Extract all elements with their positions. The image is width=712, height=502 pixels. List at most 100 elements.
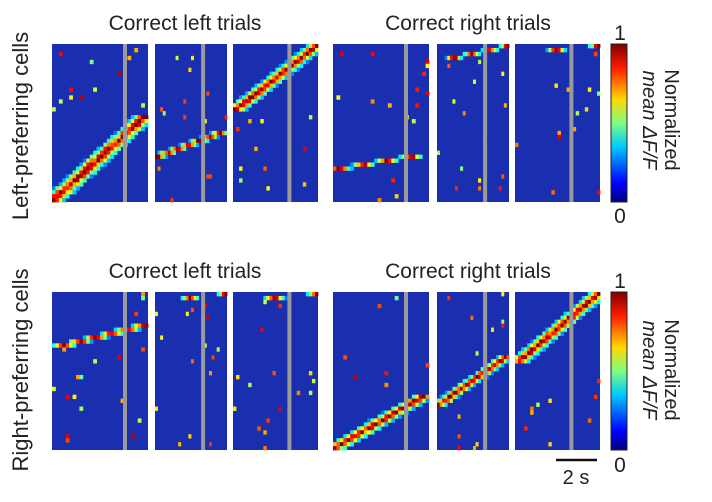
heatmap-cell: [251, 87, 255, 92]
heatmap-cell: [554, 83, 558, 88]
heatmap-cell: [491, 363, 494, 368]
heatmap-cell: [442, 402, 446, 407]
heatmap-cell: [518, 359, 522, 364]
heatmap-cell: [560, 47, 564, 53]
heatmap-cell: [548, 335, 552, 340]
heatmap-cell: [120, 398, 125, 403]
heatmap-cell: [183, 115, 187, 120]
heatmap-cell: [308, 390, 313, 396]
heatmap-cell: [191, 359, 194, 364]
heatmap-cell: [593, 44, 598, 49]
heatmap-cell: [377, 422, 382, 427]
heatmap-cell: [360, 426, 365, 431]
heatmap-cell: [394, 406, 399, 411]
event-marker-line: [569, 292, 574, 450]
heatmap-cell: [455, 394, 458, 400]
heatmap-cell: [398, 402, 402, 407]
heatmap-cell: [191, 307, 194, 313]
heatmap-cell: [155, 311, 158, 317]
heatmap-cell: [408, 406, 413, 411]
heatmap-cell: [269, 75, 273, 80]
heatmap-cell: [236, 107, 240, 112]
heatmap-cell: [216, 130, 220, 136]
heatmap-cell: [69, 182, 73, 187]
heatmap-cell: [266, 87, 270, 92]
heatmap-cell: [387, 410, 392, 415]
heatmap-cell: [157, 154, 161, 159]
heatmap-cell: [415, 398, 420, 403]
heatmap-cell: [467, 386, 471, 392]
heatmap-cell: [263, 79, 267, 84]
heatmap-cell: [475, 374, 479, 380]
heatmap-cell: [103, 142, 108, 148]
heatmap-cell: [254, 91, 258, 96]
heatmap-cell: [408, 398, 413, 403]
heatmap-cell: [260, 327, 264, 332]
heatmap-cell: [260, 87, 264, 92]
heatmap-cell: [100, 150, 104, 155]
heatmap-cell: [394, 410, 399, 415]
heatmap-cell: [350, 438, 354, 443]
heatmap-cell: [587, 295, 592, 301]
heatmap-cell: [590, 303, 595, 309]
heatmap-cell: [120, 138, 125, 144]
heatmap-cell: [79, 95, 84, 100]
heatmap-cell: [72, 190, 77, 195]
heatmap-cell: [363, 162, 368, 167]
heatmap-cell: [530, 406, 534, 411]
heatmap-cell: [596, 378, 601, 384]
heatmap-cell: [475, 371, 479, 376]
heatmap-cell: [480, 367, 484, 372]
heatmap-cell: [293, 63, 298, 69]
heatmap-cell: [278, 75, 282, 80]
heatmap-cell: [58, 99, 63, 104]
heatmap-cell: [233, 406, 237, 411]
heatmap-cell: [457, 446, 461, 451]
heatmap-cell: [498, 363, 502, 368]
heatmap-cell: [503, 359, 507, 364]
heatmap-cell: [584, 295, 589, 301]
heatmap-cell: [587, 307, 592, 313]
heatmap-cell: [117, 355, 121, 360]
heatmap-cell: [188, 142, 192, 148]
heatmap-cell: [93, 166, 97, 171]
heatmap-cell: [447, 390, 451, 396]
heatmap-cell: [269, 79, 273, 84]
group-title-r2-right: Correct right trials: [385, 260, 551, 283]
heatmap-group-r2-left: [52, 292, 319, 451]
heatmap-cell: [266, 79, 270, 84]
heatmap-cell: [160, 335, 164, 340]
heatmap-cell: [457, 386, 461, 392]
heatmap-cell: [302, 51, 307, 57]
heatmap-cell: [275, 75, 279, 80]
heatmap-cell: [275, 67, 279, 73]
heatmap-cell: [130, 327, 135, 332]
heatmap-cell: [76, 186, 80, 191]
heatmap-cell: [377, 414, 382, 419]
heatmap-cell: [251, 91, 255, 96]
heatmap-cell: [52, 198, 56, 203]
heatmap-cell: [110, 146, 115, 152]
heatmap-cell: [106, 146, 111, 152]
heatmap-cell: [418, 394, 423, 400]
heatmap-cell: [106, 138, 111, 144]
heatmap-cell: [470, 382, 474, 388]
heatmap-cell: [488, 47, 492, 53]
heatmap-cell: [384, 418, 389, 423]
heatmap-cell: [103, 146, 108, 152]
heatmap-cell: [554, 335, 558, 340]
heatmap-cell: [117, 327, 121, 332]
heatmap-cell: [206, 134, 210, 140]
heatmap-cell: [266, 295, 270, 301]
heatmap-cell: [58, 186, 63, 191]
heatmap-cell: [65, 186, 70, 191]
heatmap-cell: [209, 442, 212, 447]
heatmap-cell: [384, 158, 389, 163]
heatmap-cell: [560, 331, 564, 336]
heatmap-cell: [455, 55, 458, 61]
heatmap-cell: [242, 99, 246, 104]
heatmap-cell: [548, 398, 552, 403]
heatmap-cell: [96, 146, 101, 152]
heatmap-cell: [167, 146, 171, 152]
heatmap-cell: [130, 323, 135, 328]
